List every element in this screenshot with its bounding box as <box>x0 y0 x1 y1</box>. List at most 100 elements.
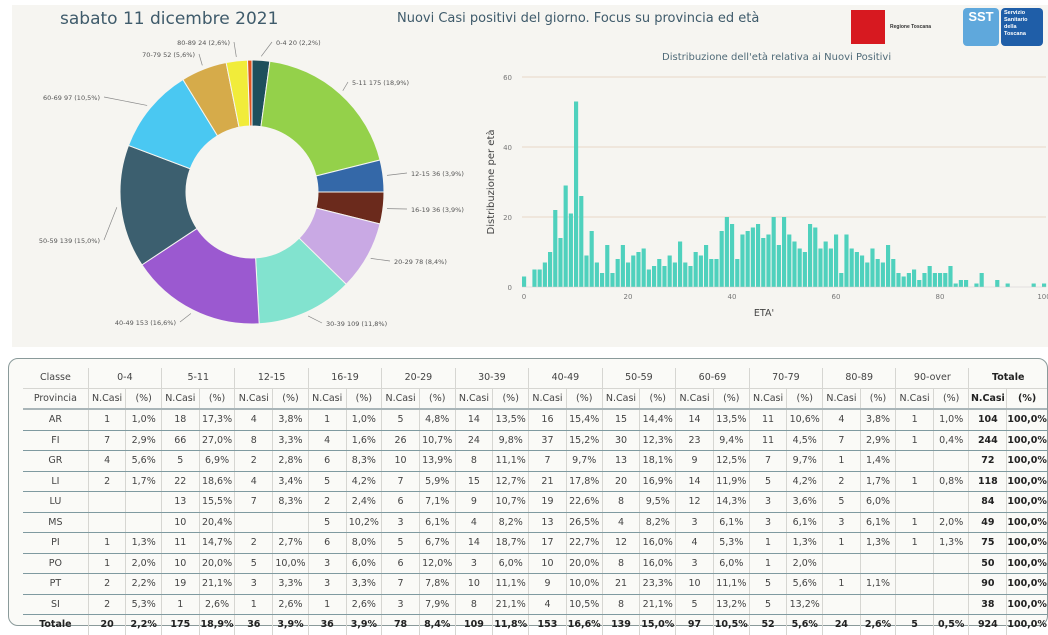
cell-n-casi: 66 <box>161 430 199 451</box>
histogram-bar <box>824 242 828 288</box>
cell-n-casi: 1 <box>88 553 126 574</box>
histogram-bar <box>647 270 651 288</box>
histogram-bar <box>896 273 900 287</box>
cell-n-casi <box>896 594 934 615</box>
cell-pct: 1,4% <box>860 451 896 472</box>
histogram-bar <box>564 186 568 288</box>
cell-n-casi: 6 <box>308 451 346 472</box>
header-age-group: 20-29 <box>382 368 455 388</box>
histogram-bar <box>974 284 978 288</box>
cell-pct: 14,4% <box>640 409 676 430</box>
cell-pct: 2,0% <box>787 553 823 574</box>
header-age-group: 50-59 <box>602 368 676 388</box>
y-axis-label: Distribuzione per età <box>485 130 497 235</box>
histogram-bar <box>548 252 552 287</box>
cell-pct: 3,8% <box>273 409 309 430</box>
cell-n-casi: 11 <box>161 533 199 554</box>
x-tick-label: 20 <box>624 293 633 301</box>
cell-pct: 0,8% <box>933 471 969 492</box>
cell-n-casi: 17 <box>529 533 567 554</box>
cell-n-casi: 2 <box>823 471 861 492</box>
cell-n-casi: 1 <box>896 512 934 533</box>
cell-n-casi: 26 <box>382 430 420 451</box>
histogram-bar <box>740 235 744 288</box>
cell-n-casi: 3 <box>823 512 861 533</box>
cell-n-casi: 6 <box>308 533 346 554</box>
cell-pct: 2,6% <box>346 594 382 615</box>
histogram-bar <box>766 235 770 288</box>
cell-pct: 1,3% <box>933 533 969 554</box>
cell-pct: 0,4% <box>933 430 969 451</box>
cell-pct: 10,2% <box>346 512 382 533</box>
cell-n-casi: 3 <box>676 553 714 574</box>
cell-pct: 10,0% <box>273 553 309 574</box>
cell-n-casi: 4 <box>602 512 640 533</box>
cell-pct: 3,3% <box>346 574 382 595</box>
y-tick-label: 60 <box>503 74 512 82</box>
header-pct: (%) <box>273 388 309 409</box>
histogram-bar <box>652 266 656 287</box>
cell-n-casi: 6 <box>382 553 420 574</box>
cell-n-casi: 7 <box>823 430 861 451</box>
cell-pct: 12,5% <box>713 451 749 472</box>
cell-n-casi: 5 <box>382 533 420 554</box>
cell-pct: 10,7% <box>493 492 529 513</box>
cell-pct: 8,2% <box>493 512 529 533</box>
cell-n-casi: 6 <box>382 492 420 513</box>
cell-pct: 8,2% <box>640 512 676 533</box>
x-tick-label: 80 <box>936 293 945 301</box>
cell-n-casi: 78 <box>382 615 420 635</box>
cell-pct: 6,9% <box>199 451 235 472</box>
donut-data-label: 5-11 175 (18,9%) <box>352 79 409 87</box>
header-age-group: 90-over <box>896 368 969 388</box>
cell-pct: 6,1% <box>419 512 455 533</box>
cell-pct <box>126 492 162 513</box>
cell-pct: 7,9% <box>419 594 455 615</box>
cell-pct: 3,4% <box>273 471 309 492</box>
cell-n-casi: 22 <box>161 471 199 492</box>
cell-n-casi: 4 <box>455 512 493 533</box>
cell-n-casi: 23 <box>676 430 714 451</box>
cell-provincia: GR <box>23 451 88 472</box>
cell-n-casi: 7 <box>382 471 420 492</box>
cell-total-n: 924 <box>969 615 1007 635</box>
cell-total-pct: 100,0% <box>1007 553 1047 574</box>
cell-n-casi: 1 <box>749 533 787 554</box>
cell-pct: 9,5% <box>640 492 676 513</box>
header-pct: (%) <box>566 388 602 409</box>
cell-n-casi: 1 <box>823 533 861 554</box>
cell-n-casi: 7 <box>88 430 126 451</box>
histogram-bar <box>558 238 562 287</box>
header-age-group: 70-79 <box>749 368 822 388</box>
cell-pct: 8,3% <box>346 451 382 472</box>
donut-label-leader <box>199 54 202 65</box>
header-classe: Classe <box>23 368 88 388</box>
header-n-casi: N.Casi <box>529 388 567 409</box>
histogram-bar <box>751 228 755 288</box>
cell-n-casi: 10 <box>161 512 199 533</box>
cell-provincia: PT <box>23 574 88 595</box>
header-age-group: 12-15 <box>235 368 308 388</box>
cell-pct: 10,5% <box>566 594 602 615</box>
header-age-group: 60-69 <box>676 368 750 388</box>
cell-n-casi: 1 <box>823 451 861 472</box>
cell-pct <box>860 553 896 574</box>
histogram-bar <box>662 266 666 287</box>
cell-n-casi: 13 <box>529 512 567 533</box>
cell-pct: 5,3% <box>126 594 162 615</box>
histogram-bar <box>860 256 864 288</box>
cell-n-casi: 1 <box>823 574 861 595</box>
cell-pct: 11,1% <box>713 574 749 595</box>
cell-n-casi: 10 <box>529 553 567 574</box>
cell-n-casi: 97 <box>676 615 714 635</box>
histogram-bar <box>730 224 734 287</box>
cell-n-casi: 153 <box>529 615 567 635</box>
cell-n-casi: 21 <box>602 574 640 595</box>
histogram-bar <box>678 242 682 288</box>
cell-provincia: FI <box>23 430 88 451</box>
cell-n-casi: 11 <box>749 430 787 451</box>
header-pct: (%) <box>640 388 676 409</box>
histogram-bar <box>912 270 916 288</box>
